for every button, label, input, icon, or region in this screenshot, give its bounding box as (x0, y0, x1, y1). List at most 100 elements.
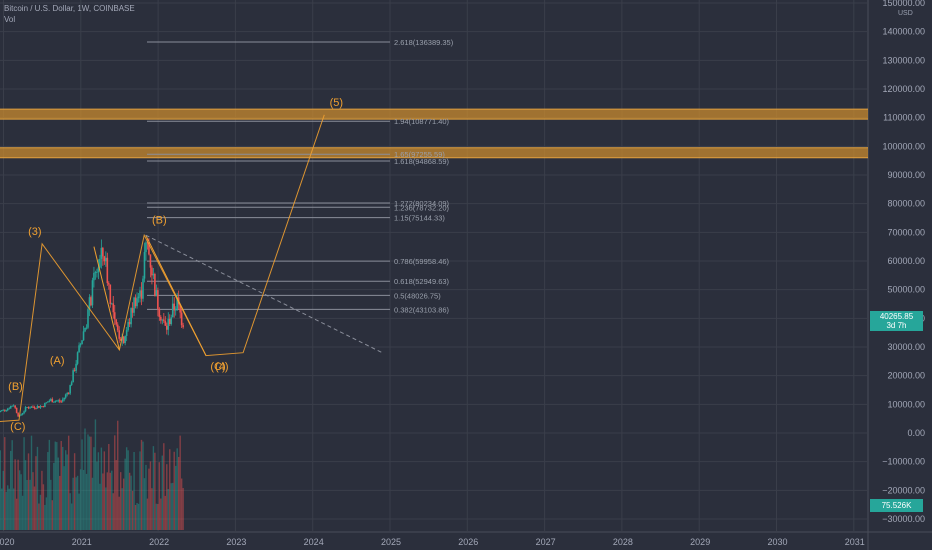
candle-body (134, 297, 137, 307)
candle-body (127, 322, 129, 331)
candle-body (6, 408, 9, 411)
candle-body (91, 280, 94, 306)
volume-bar (160, 498, 162, 530)
candle-body (9, 406, 12, 409)
volume-bar (172, 482, 174, 530)
candle-body (51, 399, 54, 403)
candle-body (29, 407, 31, 409)
candle-body (130, 308, 132, 325)
wave-label: (A) (50, 355, 65, 367)
candle-body (11, 405, 13, 407)
candle-body (33, 407, 36, 409)
candle-body (113, 312, 116, 320)
wave-leg (145, 234, 207, 356)
candle-body (81, 340, 83, 345)
wave-leg (93, 246, 120, 350)
volume-bar (48, 439, 51, 530)
volume-bar (128, 472, 131, 530)
candle-body (70, 382, 73, 386)
price-tick-label: 30000.00 (887, 342, 925, 352)
candle-body (136, 298, 138, 307)
fib-level-label: 1.618(94868.59) (394, 157, 450, 166)
candle-body (66, 392, 68, 395)
volume-bar (64, 450, 67, 530)
candle-body (146, 242, 149, 244)
volume-bar (57, 457, 59, 530)
candle-body (161, 319, 164, 321)
volume-bar (1, 488, 3, 530)
candle-body (143, 252, 146, 279)
price-candles (0, 238, 184, 418)
candle-body (67, 392, 70, 394)
currency-label[interactable]: USD (898, 10, 913, 17)
price-axis: 150000.00 140000.00 130000.00 120000.00 1100… (882, 0, 925, 524)
year-tick-label: 2026 (458, 537, 478, 547)
candle-body (5, 410, 8, 412)
candle-body (96, 271, 98, 273)
candle-body (50, 399, 52, 401)
volume-bar (44, 504, 46, 530)
fib-level-label: 1.65(97255.59) (394, 150, 445, 159)
current-volume-badge: 75.526K (870, 499, 923, 512)
volume-bar (51, 500, 54, 530)
candle-body (42, 406, 45, 408)
candle-body (15, 407, 18, 413)
candle-body (102, 247, 104, 257)
wave-label: (5) (330, 97, 343, 109)
volume-indicator-label[interactable]: Vol (4, 15, 16, 24)
volume-bar (176, 448, 178, 530)
price-tick-label: −10000.00 (882, 457, 925, 467)
candle-body (139, 290, 141, 297)
candle-body (174, 308, 177, 311)
candle-body (32, 406, 34, 408)
candle-body (55, 400, 58, 402)
candle-body (97, 267, 100, 272)
candle-body (115, 319, 118, 325)
year-tick-label: 2031 (845, 537, 865, 547)
candle-body (180, 312, 183, 326)
candle-body (158, 308, 161, 317)
candle-body (118, 330, 121, 339)
volume-bar (56, 442, 58, 530)
price-tick-label: 0.00 (907, 428, 925, 438)
price-tick-label: 60000.00 (887, 256, 925, 266)
candle-body (122, 336, 125, 344)
candle-body (112, 303, 115, 313)
volume-bar (164, 495, 166, 530)
candle-body (64, 394, 67, 398)
year-tick-label: 2030 (767, 537, 787, 547)
volume-bar (11, 440, 13, 530)
symbol-title[interactable]: Bitcoin / U.S. Dollar, 1W, COINBASE (4, 4, 135, 13)
volume-bar (157, 504, 159, 530)
volume-bar (17, 459, 19, 530)
candle-body (145, 242, 147, 253)
candle-body (157, 290, 159, 309)
volume-bar (73, 453, 76, 530)
candle-body (106, 257, 109, 284)
price-tick-label: 90000.00 (887, 170, 925, 180)
volume-bar (67, 435, 70, 530)
year-tick-label: 2023 (226, 537, 246, 547)
candle-body (116, 324, 119, 331)
fib-level-label: 0.618(52949.63) (394, 277, 450, 286)
volume-bar (60, 440, 62, 530)
candle-body (90, 297, 92, 306)
volume-bar (130, 475, 132, 530)
candle-body (125, 330, 128, 336)
volume-bar (179, 435, 181, 530)
volume-bar (39, 494, 42, 530)
volume-bar (30, 435, 33, 530)
volume-bar (97, 452, 100, 530)
candle-body (142, 278, 144, 299)
candle-body (131, 308, 134, 313)
candle-body (76, 352, 79, 364)
volume-bar (170, 483, 172, 530)
volume-bar (127, 450, 129, 530)
volume-bar (158, 462, 161, 530)
volume-bar (119, 472, 122, 530)
volume-bar (70, 503, 73, 530)
candle-body (164, 320, 167, 326)
